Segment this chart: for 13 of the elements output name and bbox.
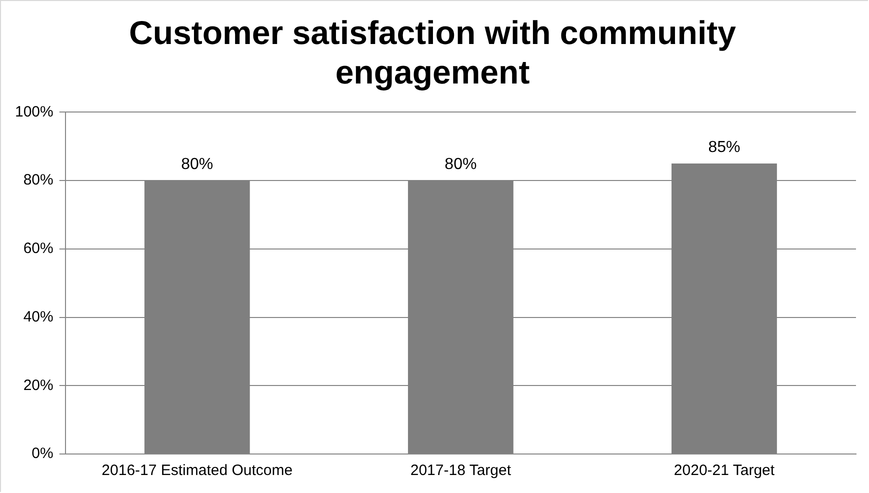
y-tick-label: 20% [23, 376, 54, 394]
x-tick-label: 2016-17 Estimated Outcome [102, 462, 293, 480]
x-tick-label: 2017-18 Target [410, 462, 512, 480]
chart-title: Customer satisfaction with community engagement [129, 14, 737, 90]
y-tick-label: 80% [23, 172, 54, 189]
y-tick-label: 60% [23, 240, 54, 258]
y-tick-label: 100% [14, 103, 54, 120]
data-label: 80% [181, 156, 214, 173]
y-tick-label: 0% [32, 445, 54, 462]
data-label: 85% [708, 138, 740, 156]
x-tick-label: 2020-21 Target [674, 462, 776, 480]
y-tick-label: 40% [23, 308, 54, 326]
data-label: 80% [444, 156, 477, 173]
